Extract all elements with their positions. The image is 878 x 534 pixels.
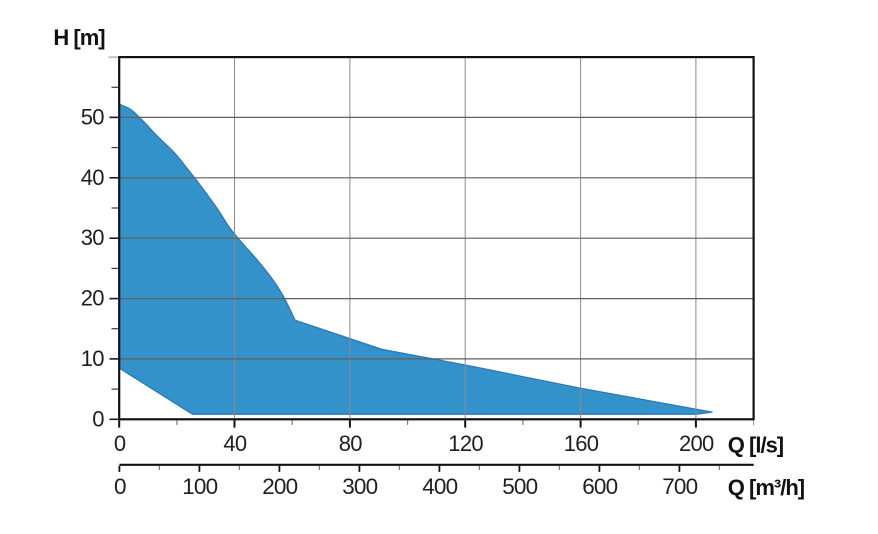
svg-text:100: 100 bbox=[182, 474, 217, 499]
svg-text:700: 700 bbox=[662, 474, 697, 499]
svg-text:50: 50 bbox=[81, 104, 105, 129]
svg-text:0: 0 bbox=[114, 431, 126, 456]
svg-text:Q [l/s]: Q [l/s] bbox=[728, 432, 784, 457]
svg-text:40: 40 bbox=[223, 431, 247, 456]
svg-text:0: 0 bbox=[114, 474, 126, 499]
svg-text:Q [m³/h]: Q [m³/h] bbox=[728, 475, 805, 500]
svg-text:400: 400 bbox=[422, 474, 457, 499]
svg-text:0: 0 bbox=[92, 406, 104, 431]
svg-text:200: 200 bbox=[679, 431, 714, 456]
svg-text:120: 120 bbox=[448, 431, 483, 456]
svg-text:200: 200 bbox=[262, 474, 297, 499]
svg-text:600: 600 bbox=[582, 474, 617, 499]
svg-text:H [m]: H [m] bbox=[53, 25, 105, 50]
svg-text:20: 20 bbox=[81, 286, 105, 311]
svg-text:40: 40 bbox=[81, 165, 105, 190]
svg-text:30: 30 bbox=[81, 225, 105, 250]
svg-text:300: 300 bbox=[342, 474, 377, 499]
svg-text:500: 500 bbox=[502, 474, 537, 499]
svg-text:10: 10 bbox=[81, 346, 105, 371]
svg-text:80: 80 bbox=[339, 431, 363, 456]
svg-text:160: 160 bbox=[564, 431, 599, 456]
